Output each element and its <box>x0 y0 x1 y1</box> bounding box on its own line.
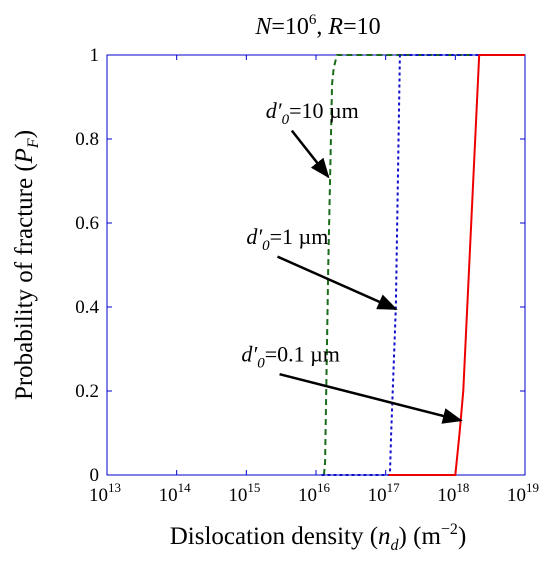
x-tick-exp: 18 <box>456 480 469 495</box>
y-tick-label: 0.6 <box>75 213 99 234</box>
chart-title: N=106, R=10 <box>254 12 380 40</box>
series-line-3 <box>388 54 525 476</box>
title-r-label: R <box>327 14 343 40</box>
x-tick-exp: 17 <box>387 480 401 495</box>
annotation-label: d′0=1 µm <box>246 224 328 254</box>
x-tick-base: 10 <box>368 485 387 506</box>
x-ticks: 1013 1014 1015 1016 1017 1018 1019 <box>89 55 539 506</box>
annotation-label: d′0=0.1 µm <box>241 342 340 372</box>
x-axis-label: Dislocation density (nd) (m−2) <box>170 521 467 554</box>
annotation-sub: 0 <box>262 238 270 254</box>
series-line-1 <box>322 54 525 476</box>
title-n-base: =10 <box>271 14 309 40</box>
annotation-prime: ′ <box>277 98 283 123</box>
annotation-d: d <box>246 224 258 249</box>
y-tick-label: 0.8 <box>75 129 99 150</box>
annotation-label: d′0=10 µm <box>266 98 359 128</box>
x-tick-label: 1016 <box>298 480 331 506</box>
x-tick-base: 10 <box>437 485 456 506</box>
xlabel-sub: d <box>391 537 400 554</box>
y-tick-label: 0.4 <box>75 297 99 318</box>
x-tick-label: 1019 <box>507 480 539 506</box>
ylabel-sub: F <box>25 138 42 149</box>
x-tick-exp: 13 <box>108 480 121 495</box>
x-tick-exp: 19 <box>526 480 539 495</box>
x-tick-base: 10 <box>159 485 178 506</box>
x-tick-base: 10 <box>298 485 317 506</box>
ylabel-var: P <box>11 148 38 164</box>
annotation-sub: 0 <box>257 356 265 372</box>
xlabel-unit-close: ) <box>458 523 466 550</box>
x-tick-exp: 16 <box>317 480 331 495</box>
title-n-label: N <box>254 14 273 40</box>
annotation-d: d <box>241 342 253 367</box>
annotation-val: =1 µm <box>270 224 329 249</box>
annotation-arrow <box>276 255 398 311</box>
x-tick-label: 1015 <box>228 480 260 506</box>
x-tick-base: 10 <box>507 485 526 506</box>
annotation-layer: d′0=10 µmd′0=1 µmd′0=0.1 µm <box>241 98 463 424</box>
xlabel-var: n <box>378 523 391 550</box>
ylabel-close: ) <box>11 130 38 138</box>
x-tick-label: 1013 <box>89 480 121 506</box>
annotation-sub: 0 <box>282 112 290 128</box>
annotation-prime: ′ <box>252 342 258 367</box>
y-tick-label: 0 <box>90 465 100 486</box>
title-n-exp: 6 <box>309 12 317 28</box>
annotation-arrow <box>279 372 463 424</box>
x-tick-exp: 15 <box>247 480 260 495</box>
title-sep: , <box>316 14 328 40</box>
xlabel-unit-exp: −2 <box>441 521 458 538</box>
annotation-val: =0.1 µm <box>265 342 340 367</box>
x-tick-label: 1018 <box>437 480 469 506</box>
x-tick-base: 10 <box>89 485 108 506</box>
y-tick-label: 0.2 <box>75 381 99 402</box>
annotation-arrow <box>290 129 330 179</box>
xlabel-text: Dislocation density ( <box>170 523 378 550</box>
y-axis-label: Probability of fracture (PF) <box>11 130 42 400</box>
x-tick-label: 1017 <box>368 480 401 506</box>
x-tick-base: 10 <box>228 485 247 506</box>
y-tick-label: 1 <box>90 45 100 66</box>
annotation-val: =10 µm <box>289 98 359 123</box>
title-r-val: =10 <box>343 14 381 40</box>
series-line-2 <box>321 54 525 476</box>
annotation-d: d <box>266 98 278 123</box>
x-tick-label: 1014 <box>159 480 192 506</box>
xlabel-unit-open: ) (m <box>399 523 442 550</box>
ylabel-text: Probability of fracture ( <box>11 163 38 400</box>
y-ticks: 0 0.2 0.4 0.6 0.8 1 <box>75 45 525 486</box>
x-tick-exp: 14 <box>178 480 192 495</box>
annotation-prime: ′ <box>257 224 263 249</box>
